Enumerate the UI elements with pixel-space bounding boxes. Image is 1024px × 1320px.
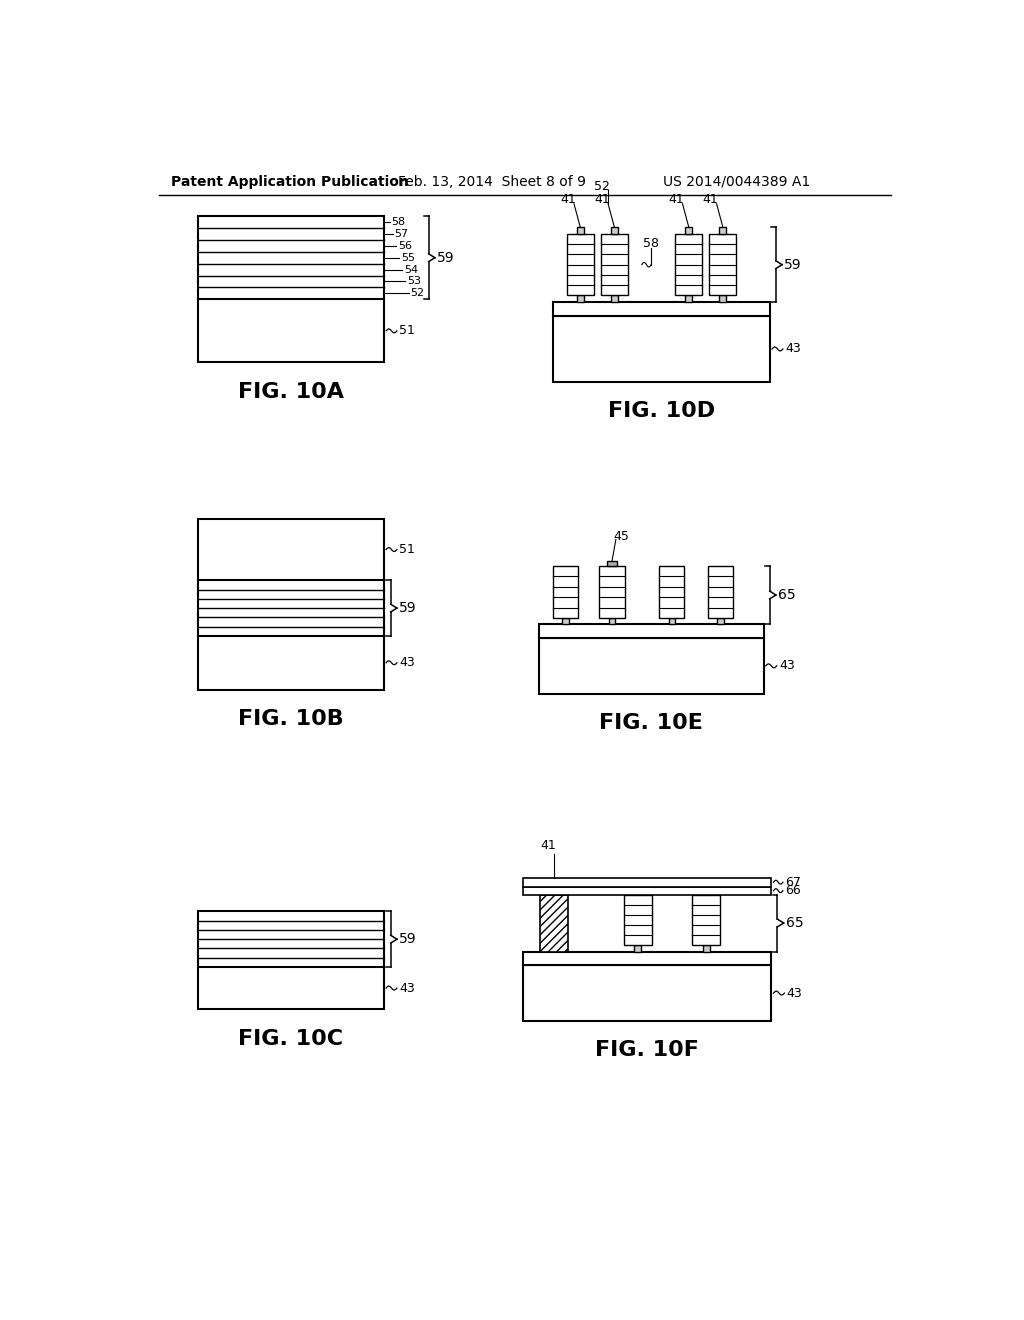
Text: 67: 67	[785, 875, 801, 888]
Text: 59: 59	[399, 601, 417, 615]
Bar	[577, 227, 584, 234]
Text: 58: 58	[391, 216, 406, 227]
Bar	[609, 618, 615, 624]
Bar	[562, 618, 568, 624]
Text: 51: 51	[399, 543, 415, 556]
Text: 43: 43	[785, 342, 801, 355]
Text: 45: 45	[613, 529, 630, 543]
Text: 53: 53	[407, 276, 421, 286]
Text: FIG. 10F: FIG. 10F	[595, 1040, 699, 1060]
Text: 54: 54	[403, 264, 418, 275]
Text: 41: 41	[594, 194, 609, 206]
Text: 55: 55	[400, 252, 415, 263]
Bar	[692, 895, 720, 945]
Text: 41: 41	[702, 194, 718, 206]
Text: 41: 41	[560, 194, 575, 206]
Bar	[599, 566, 625, 618]
Bar	[658, 566, 684, 618]
Text: 57: 57	[394, 228, 409, 239]
Text: 58: 58	[643, 236, 659, 249]
Bar	[541, 895, 568, 952]
Bar	[611, 296, 617, 302]
Bar	[601, 234, 628, 296]
Bar	[198, 216, 384, 363]
Text: 52: 52	[410, 288, 424, 298]
Bar	[624, 895, 652, 945]
Bar	[566, 234, 594, 296]
Text: FIG. 10D: FIG. 10D	[607, 401, 715, 421]
Bar	[553, 566, 579, 618]
Text: 43: 43	[786, 986, 803, 999]
Text: 41: 41	[541, 840, 556, 853]
Bar	[611, 227, 617, 234]
Text: 56: 56	[397, 240, 412, 251]
Bar	[539, 624, 764, 638]
Bar	[685, 296, 692, 302]
Bar	[607, 561, 616, 566]
Bar	[523, 952, 771, 965]
Text: FIG. 10A: FIG. 10A	[238, 381, 344, 401]
Text: 59: 59	[399, 932, 417, 946]
Text: 66: 66	[785, 884, 801, 898]
Text: Patent Application Publication: Patent Application Publication	[171, 174, 409, 189]
Bar	[719, 296, 726, 302]
Bar	[523, 878, 771, 887]
Text: 43: 43	[399, 656, 415, 669]
Bar	[710, 234, 736, 296]
Text: Feb. 13, 2014  Sheet 8 of 9: Feb. 13, 2014 Sheet 8 of 9	[397, 174, 586, 189]
Bar	[635, 945, 641, 952]
Bar	[553, 317, 770, 381]
Text: US 2014/0044389 A1: US 2014/0044389 A1	[663, 174, 810, 189]
Bar	[702, 945, 710, 952]
Bar	[675, 234, 702, 296]
Text: 51: 51	[399, 325, 415, 338]
Text: FIG. 10C: FIG. 10C	[239, 1028, 343, 1048]
Bar	[669, 618, 675, 624]
Bar	[708, 566, 733, 618]
Text: FIG. 10E: FIG. 10E	[599, 713, 703, 733]
Text: 52: 52	[594, 180, 610, 193]
Bar	[198, 911, 384, 1010]
Bar	[539, 638, 764, 693]
Bar	[685, 227, 692, 234]
Bar	[523, 965, 771, 1020]
Text: 41: 41	[669, 194, 684, 206]
Bar	[577, 296, 584, 302]
Bar	[718, 618, 724, 624]
Text: FIG. 10B: FIG. 10B	[238, 709, 344, 729]
Bar	[523, 887, 771, 895]
Text: 65: 65	[786, 916, 804, 931]
Bar	[553, 302, 770, 317]
Text: 59: 59	[437, 251, 455, 265]
Bar	[198, 519, 384, 689]
Bar	[719, 227, 726, 234]
Text: 43: 43	[399, 982, 415, 994]
Text: 65: 65	[778, 587, 796, 602]
Text: 59: 59	[784, 257, 802, 272]
Text: 43: 43	[779, 659, 795, 672]
